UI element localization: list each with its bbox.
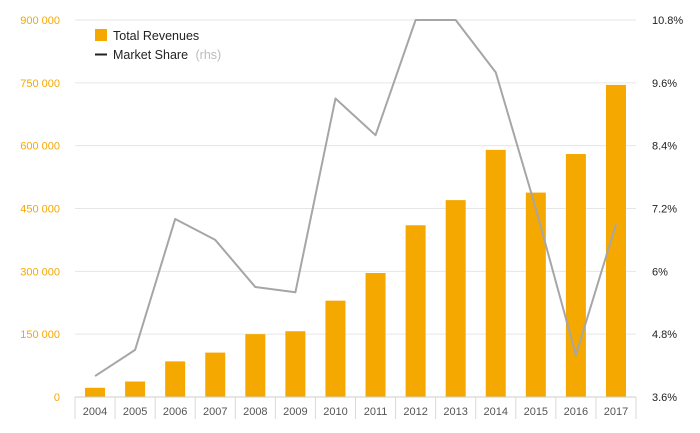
bar-2007 [205,352,226,397]
x-tick-label: 2010 [323,406,347,418]
left-tick-label: 750 000 [20,78,60,90]
bar-2015 [525,192,546,397]
bar-2013 [445,200,466,397]
bar-2005 [125,381,146,397]
bar-2016 [565,154,586,397]
bar-2006 [165,361,186,397]
legend-label-market-share: Market Share (rhs) [113,48,221,62]
left-tick-label: 0 [54,392,60,404]
bar-2004 [85,387,106,397]
right-tick-label: 4.8% [652,329,677,341]
legend-label-total-revenues: Total Revenues [113,29,199,43]
legend-label-market-share-suffix: (rhs) [196,48,222,62]
right-tick-label: 6% [652,266,668,278]
x-axis: 2004 2005 2006 2007 2008 2009 2010 2011 2012 2013… [74,396,637,419]
legend: Total Revenues Market Share (rhs) [95,29,221,62]
right-axis-tick-labels: 3.6% 4.8% 6% 7.2% 8.4% 9.6% 10.8% [652,15,683,404]
right-tick-label: 7.2% [652,204,677,216]
x-tick-label: 2015 [524,406,548,418]
bar-2017 [605,84,626,397]
market-share-polyline [94,19,617,377]
bar-2009 [285,331,306,397]
bar-2008 [245,334,266,397]
x-tick-label: 2012 [403,406,427,418]
x-tick-label: 2007 [203,406,227,418]
left-tick-label: 150 000 [20,329,60,341]
x-tick-label: 2016 [564,406,588,418]
x-tick-label: 2004 [83,406,107,418]
x-tick-label: 2008 [243,406,267,418]
x-tick-label: 2006 [163,406,187,418]
x-tick-label: 2005 [123,406,147,418]
left-tick-label: 600 000 [20,141,60,153]
left-tick-label: 900 000 [20,15,60,27]
left-tick-label: 450 000 [20,204,60,216]
x-tick-label: 2017 [604,406,628,418]
legend-swatch-total-revenues [95,29,107,41]
right-tick-label: 3.6% [652,392,677,404]
market-share-line [94,19,617,377]
bar-2010 [325,300,346,397]
x-tick-label: 2009 [283,406,307,418]
right-tick-label: 10.8% [652,15,683,27]
left-tick-label: 300 000 [20,266,60,278]
right-tick-label: 8.4% [652,141,677,153]
x-tick-label: 2014 [484,406,508,418]
bar-2012 [405,225,426,397]
legend-swatch-market-share [95,53,107,56]
gridlines [75,19,636,335]
x-tick-label: 2011 [364,406,388,418]
bar-2011 [365,273,386,397]
left-axis-tick-labels: 0 150 000 300 000 450 000 600 000 750 000 900 … [20,15,60,404]
legend-label-market-share-name: Market Share [113,48,188,62]
x-tick-label: 2013 [443,406,467,418]
bar-2014 [485,149,506,397]
right-tick-label: 9.6% [652,78,677,90]
